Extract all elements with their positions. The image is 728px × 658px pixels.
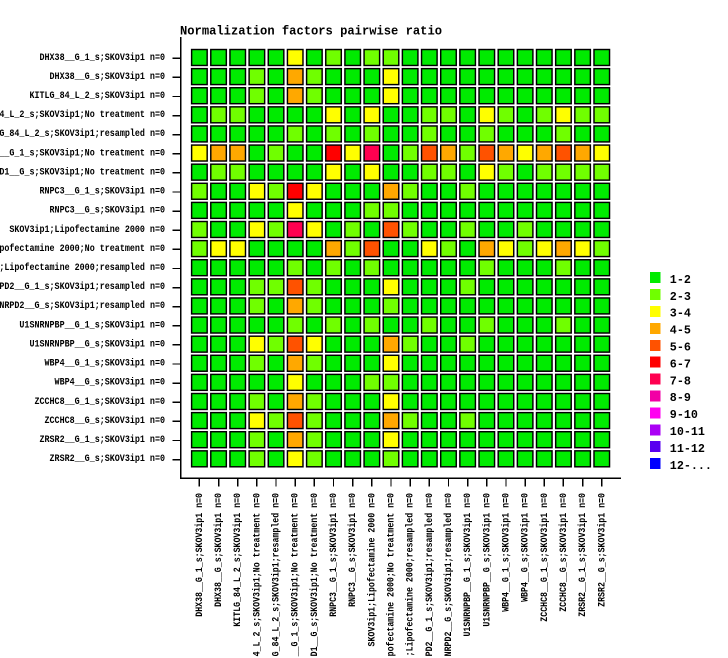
svg-text:G_84_L_2_s;SKOV3ip1;resampled: G_84_L_2_s;SKOV3ip1;resampled n=0: [0, 128, 165, 140]
svg-text:ZCCHC8__G_1_s;SKOV3ip1 n=0: ZCCHC8__G_1_s;SKOV3ip1 n=0: [34, 396, 165, 408]
svg-text:7-8: 7-8: [670, 374, 691, 388]
svg-text:NRPD2__G_s;SKOV3ip1;resampled: NRPD2__G_s;SKOV3ip1;resampled n=0: [0, 300, 165, 312]
svg-text:PD2__G_1_s;SKOV3ip1;resampled: PD2__G_1_s;SKOV3ip1;resampled n=0: [424, 493, 436, 656]
svg-text:U1SNRNPBP__G_1_s;SKOV3ip1 n=0: U1SNRNPBP__G_1_s;SKOV3ip1 n=0: [19, 319, 165, 331]
svg-text:ZRSR2__G_1_s;SKOV3ip1 n=0: ZRSR2__G_1_s;SKOV3ip1 n=0: [40, 434, 166, 446]
svg-text:4-5: 4-5: [670, 324, 691, 338]
svg-text:12-...: 12-...: [670, 459, 712, 473]
svg-text:4_L_2_s;SKOV3ip1;No treatment: 4_L_2_s;SKOV3ip1;No treatment n=0: [251, 493, 263, 656]
svg-text:KITLG_84_L_2_s;SKOV3ip1 n=0: KITLG_84_L_2_s;SKOV3ip1 n=0: [29, 90, 165, 102]
svg-text:DHX38__G_s;SKOV3ip1 n=0: DHX38__G_s;SKOV3ip1 n=0: [213, 493, 225, 607]
svg-text:SKOV3ip1;Lipofectamine 2000 n=: SKOV3ip1;Lipofectamine 2000 n=0: [9, 224, 165, 236]
svg-text:4_L_2_s;SKOV3ip1;No treatment: 4_L_2_s;SKOV3ip1;No treatment n=0: [0, 109, 165, 121]
svg-text:WBP4__G_s;SKOV3ip1 n=0: WBP4__G_s;SKOV3ip1 n=0: [520, 493, 532, 602]
svg-text:D1__G_s;SKOV3ip1;No treatment: D1__G_s;SKOV3ip1;No treatment n=0: [309, 493, 321, 656]
svg-text:D1__G_s;SKOV3ip1;No treatment: D1__G_s;SKOV3ip1;No treatment n=0: [0, 166, 165, 178]
svg-text:11-12: 11-12: [670, 442, 705, 456]
svg-text:ZRSR2__G_1_s;SKOV3ip1 n=0: ZRSR2__G_1_s;SKOV3ip1 n=0: [577, 493, 589, 617]
svg-text:DHX38__G_1_s;SKOV3ip1 n=0: DHX38__G_1_s;SKOV3ip1 n=0: [40, 52, 166, 64]
svg-text:SKOV3ip1;Lipofectamine 2000 n=: SKOV3ip1;Lipofectamine 2000 n=0: [366, 493, 378, 646]
svg-text:PD2__G_1_s;SKOV3ip1;resampled: PD2__G_1_s;SKOV3ip1;resampled n=0: [0, 281, 165, 293]
svg-text:NRPD2__G_s;SKOV3ip1;resampled: NRPD2__G_s;SKOV3ip1;resampled n=0: [443, 493, 455, 656]
svg-text:8-9: 8-9: [670, 391, 691, 405]
svg-text:RNPC3__G_s;SKOV3ip1 n=0: RNPC3__G_s;SKOV3ip1 n=0: [50, 205, 165, 217]
svg-text:ZRSR2__G_s;SKOV3ip1 n=0: ZRSR2__G_s;SKOV3ip1 n=0: [50, 453, 165, 465]
svg-text:pofectamine 2000;No treatment: pofectamine 2000;No treatment n=0: [0, 243, 165, 255]
svg-text:9-10: 9-10: [670, 408, 698, 422]
svg-text:WBP4__G_1_s;SKOV3ip1 n=0: WBP4__G_1_s;SKOV3ip1 n=0: [45, 358, 165, 370]
svg-text:6-7: 6-7: [670, 357, 691, 371]
svg-text:;Lipofectamine 2000;resampled: ;Lipofectamine 2000;resampled n=0: [405, 493, 417, 656]
svg-text:RNPC3__G_1_s;SKOV3ip1 n=0: RNPC3__G_1_s;SKOV3ip1 n=0: [328, 493, 340, 617]
svg-text:DHX38__G_s;SKOV3ip1 n=0: DHX38__G_s;SKOV3ip1 n=0: [50, 71, 165, 83]
svg-text:WBP4__G_1_s;SKOV3ip1 n=0: WBP4__G_1_s;SKOV3ip1 n=0: [500, 493, 512, 612]
svg-text:RNPC3__G_s;SKOV3ip1 n=0: RNPC3__G_s;SKOV3ip1 n=0: [347, 493, 359, 607]
svg-text:U1SNRNPBP__G_s;SKOV3ip1 n=0: U1SNRNPBP__G_s;SKOV3ip1 n=0: [481, 493, 493, 627]
svg-text:ZCCHC8__G_s;SKOV3ip1 n=0: ZCCHC8__G_s;SKOV3ip1 n=0: [45, 415, 165, 427]
svg-text:2-3: 2-3: [670, 290, 691, 304]
svg-text:ZCCHC8__G_s;SKOV3ip1 n=0: ZCCHC8__G_s;SKOV3ip1 n=0: [558, 493, 570, 612]
svg-text:10-11: 10-11: [670, 425, 705, 439]
svg-text:3-4: 3-4: [670, 307, 691, 321]
svg-text:5-6: 5-6: [670, 341, 691, 355]
svg-text:KITLG_84_L_2_s;SKOV3ip1 n=0: KITLG_84_L_2_s;SKOV3ip1 n=0: [232, 493, 244, 627]
svg-text:RNPC3__G_1_s;SKOV3ip1 n=0: RNPC3__G_1_s;SKOV3ip1 n=0: [40, 186, 166, 198]
svg-text:Normalization factors pairwise: Normalization factors pairwise ratio: [180, 25, 442, 39]
svg-text:U1SNRNPBP__G_1_s;SKOV3ip1 n=0: U1SNRNPBP__G_1_s;SKOV3ip1 n=0: [462, 493, 474, 637]
svg-text:__G_1_s;SKOV3ip1;No treatment: __G_1_s;SKOV3ip1;No treatment n=0: [290, 493, 302, 657]
svg-text:1-2: 1-2: [670, 273, 691, 287]
svg-text:U1SNRNPBP__G_s;SKOV3ip1 n=0: U1SNRNPBP__G_s;SKOV3ip1 n=0: [29, 338, 165, 350]
svg-text:DHX38__G_1_s;SKOV3ip1 n=0: DHX38__G_1_s;SKOV3ip1 n=0: [194, 493, 206, 617]
svg-text:__G_1_s;SKOV3ip1;No treatment: __G_1_s;SKOV3ip1;No treatment n=0: [0, 147, 165, 159]
svg-text:WBP4__G_s;SKOV3ip1 n=0: WBP4__G_s;SKOV3ip1 n=0: [55, 377, 165, 389]
svg-text:ZRSR2__G_s;SKOV3ip1 n=0: ZRSR2__G_s;SKOV3ip1 n=0: [596, 493, 608, 607]
svg-text:pofectamine 2000;No treatment: pofectamine 2000;No treatment n=0: [386, 493, 398, 656]
svg-text:ZCCHC8__G_1_s;SKOV3ip1 n=0: ZCCHC8__G_1_s;SKOV3ip1 n=0: [539, 493, 551, 622]
svg-text:;Lipofectamine 2000;resampled: ;Lipofectamine 2000;resampled n=0: [0, 262, 165, 274]
svg-text:G_84_L_2_s;SKOV3ip1;resampled: G_84_L_2_s;SKOV3ip1;resampled n=0: [271, 493, 283, 656]
